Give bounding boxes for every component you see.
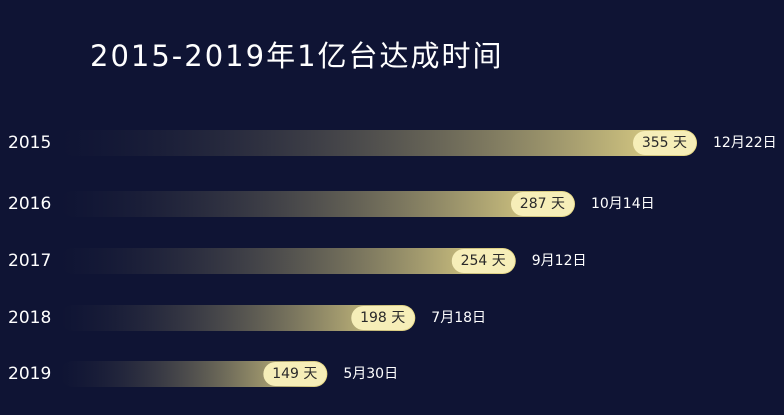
date-annotation: 9月12日 [532, 253, 587, 269]
bar [60, 305, 416, 331]
chart-title: 2015-2019年1亿台达成时间 [90, 39, 504, 73]
bar [60, 248, 516, 274]
bar [60, 130, 697, 156]
date-annotation: 10月14日 [591, 196, 655, 212]
value-label: 198 天 [360, 310, 405, 326]
value-label-pill [451, 249, 515, 273]
category-label: 2019 [8, 364, 51, 384]
value-label: 254 天 [461, 253, 506, 269]
value-label: 149 天 [272, 366, 317, 382]
date-annotation: 5月30日 [343, 366, 398, 382]
category-label: 2017 [8, 251, 51, 271]
category-label: 2018 [8, 308, 51, 328]
bar [60, 361, 328, 387]
bar [60, 191, 575, 217]
value-label-pill [633, 131, 696, 155]
date-annotation: 12月22日 [713, 135, 777, 151]
value-label: 355 天 [642, 135, 687, 151]
value-label: 287 天 [520, 196, 565, 212]
date-annotation: 7月18日 [431, 310, 486, 326]
value-label-pill [263, 362, 327, 386]
value-label-pill [510, 192, 574, 216]
category-label: 2016 [8, 194, 51, 214]
category-label: 2015 [8, 133, 51, 153]
value-label-pill [351, 306, 415, 330]
